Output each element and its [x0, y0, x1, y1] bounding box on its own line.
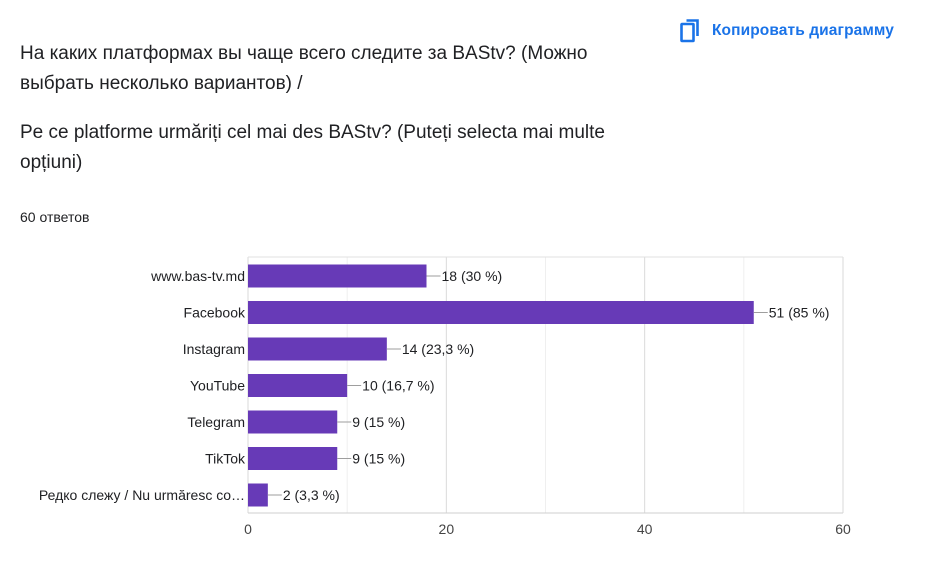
bar — [248, 374, 348, 397]
x-tick-label: 60 — [835, 521, 851, 537]
category-label: Telegram — [187, 414, 245, 430]
bar — [248, 264, 427, 288]
bar — [248, 447, 338, 470]
chart-bars — [248, 264, 754, 507]
bar — [248, 483, 268, 507]
category-label: Редко слежу / Nu urmăresc co… — [39, 487, 245, 503]
data-label: 9 (15 %) — [352, 414, 405, 430]
category-label: www.bas-tv.md — [150, 268, 245, 284]
data-label: 14 (23,3 %) — [402, 341, 474, 357]
bar — [248, 410, 338, 434]
bar — [248, 301, 754, 324]
copy-chart-label: Копировать диаграмму — [712, 22, 895, 39]
data-label: 10 (16,7 %) — [362, 378, 434, 394]
category-label: Instagram — [183, 341, 245, 357]
x-tick-label: 0 — [244, 521, 252, 537]
copy-icon — [680, 19, 700, 43]
bar — [248, 337, 387, 361]
data-label: 9 (15 %) — [352, 451, 405, 467]
question-title-ru: На каких платформах вы чаще всего следит… — [20, 43, 588, 94]
chart-labels: 0 20 40 60 18 (30 %) www.bas-tv.md 51 (85 %) Fa… — [39, 268, 851, 537]
data-label: 18 (30 %) — [442, 268, 503, 284]
category-label: Facebook — [184, 305, 246, 321]
x-tick-label: 20 — [439, 521, 455, 537]
data-label: 51 (85 %) — [769, 305, 830, 321]
category-label: YouTube — [190, 378, 245, 394]
x-tick-label: 40 — [637, 521, 653, 537]
data-label: 2 (3,3 %) — [283, 487, 340, 503]
response-count: 60 ответов — [20, 209, 90, 225]
category-label: TikTok — [205, 451, 246, 467]
question-title-ro: Pe ce platforme urmăriți cel mai des BAS… — [20, 122, 606, 173]
copy-chart-button[interactable]: Копировать диаграмму — [672, 14, 902, 48]
